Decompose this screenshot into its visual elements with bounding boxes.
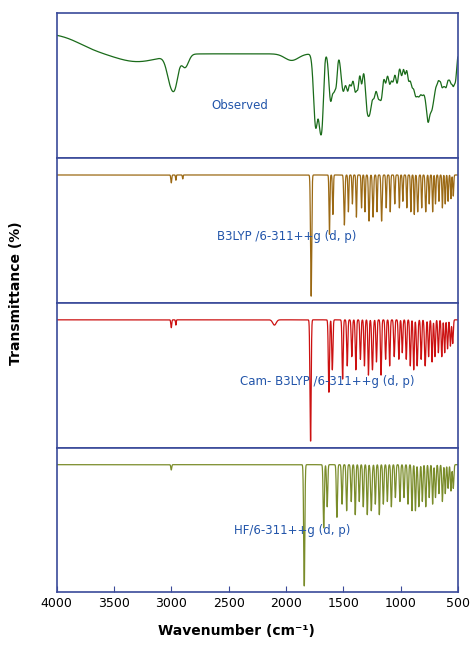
Text: Cam- B3LYP /6-311++g (d, p): Cam- B3LYP /6-311++g (d, p) (240, 375, 414, 388)
Text: HF/6-311++g (d, p): HF/6-311++g (d, p) (234, 524, 351, 537)
Text: Observed: Observed (211, 99, 268, 112)
Text: Transmittance (%): Transmittance (%) (9, 221, 24, 365)
Text: Wavenumber (cm⁻¹): Wavenumber (cm⁻¹) (158, 624, 314, 638)
Text: B3LYP /6-311++g (d, p): B3LYP /6-311++g (d, p) (217, 230, 356, 243)
